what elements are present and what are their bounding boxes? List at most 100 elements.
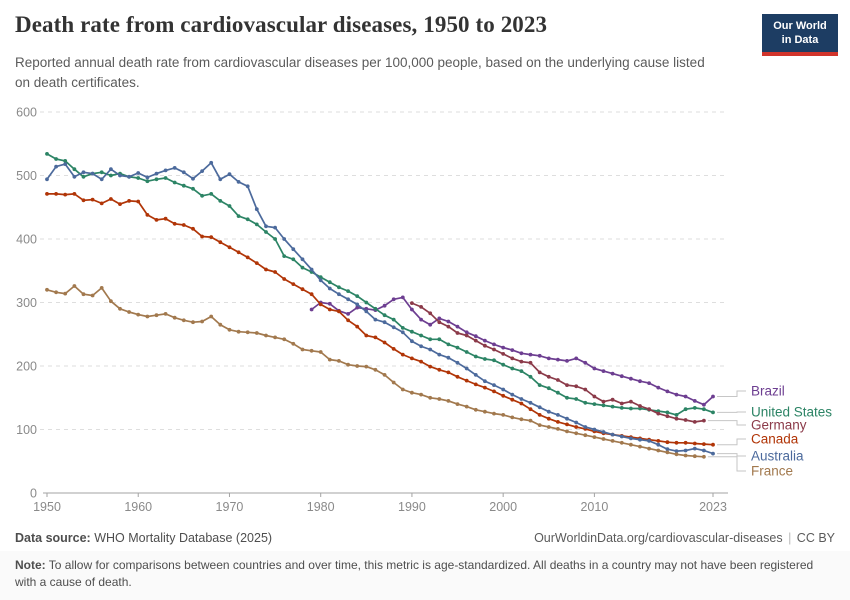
data-point: [610, 439, 615, 443]
data-point: [574, 420, 579, 425]
series-line-united-states[interactable]: [45, 152, 715, 417]
data-source-text: WHO Mortality Database (2025): [94, 531, 273, 545]
data-point: [473, 354, 478, 359]
data-point: [592, 427, 597, 432]
data-point: [337, 359, 341, 363]
legend-label-brazil[interactable]: Brazil: [751, 384, 785, 399]
data-point: [410, 329, 414, 334]
data-point: [674, 449, 679, 453]
data-point: [236, 180, 241, 184]
data-point: [519, 401, 524, 406]
chart-subtitle: Reported annual death rate from cardiova…: [15, 55, 705, 90]
data-point: [419, 305, 423, 309]
legend-label-germany[interactable]: Germany: [751, 418, 807, 433]
data-point: [665, 389, 670, 394]
data-point: [629, 442, 633, 447]
data-point: [72, 192, 77, 196]
series-line-canada[interactable]: [45, 192, 715, 447]
data-point: [601, 369, 606, 373]
data-point: [619, 374, 624, 379]
data-point: [592, 402, 597, 406]
data-point: [464, 333, 469, 338]
data-point: [54, 290, 58, 295]
data-point: [464, 330, 469, 335]
owid-logo-line1: Our World: [773, 20, 827, 32]
data-point: [592, 394, 597, 399]
data-point: [227, 327, 232, 332]
data-point: [473, 373, 478, 377]
data-point: [446, 370, 451, 375]
data-point: [537, 353, 542, 358]
data-point: [382, 340, 387, 345]
legend-label-united-states[interactable]: United States: [751, 405, 832, 420]
data-point: [583, 400, 588, 405]
data-point: [346, 289, 350, 293]
data-point: [501, 352, 506, 356]
data-point: [282, 237, 287, 241]
data-point: [400, 295, 405, 300]
data-point: [656, 439, 661, 443]
legend-label-france[interactable]: France: [751, 464, 793, 479]
data-point: [118, 202, 122, 206]
data-point: [391, 317, 396, 322]
data-point: [519, 369, 524, 373]
data-point: [355, 294, 360, 298]
data-point: [665, 410, 670, 415]
data-point: [629, 406, 633, 411]
data-point: [337, 285, 341, 290]
series-line-brazil[interactable]: [309, 295, 715, 407]
data-point: [428, 395, 433, 400]
legend-label-canada[interactable]: Canada: [751, 432, 799, 447]
data-point: [446, 399, 451, 403]
data-point: [245, 255, 250, 260]
data-source: Data source: WHO Mortality Database (202…: [15, 531, 272, 545]
data-point: [391, 325, 396, 330]
series-line-germany[interactable]: [410, 301, 706, 424]
license-label[interactable]: CC BY: [796, 531, 835, 545]
data-point: [355, 302, 360, 307]
data-point: [145, 179, 150, 184]
data-point: [610, 397, 615, 402]
data-point: [154, 177, 159, 182]
data-point: [483, 357, 487, 361]
owid-url-link[interactable]: OurWorldinData.org/cardiovascular-diseas…: [534, 531, 783, 545]
data-point: [546, 416, 551, 421]
owid-logo: Our World in Data: [762, 14, 838, 56]
data-point: [181, 170, 186, 175]
data-point: [419, 392, 423, 397]
x-tick-label: 1980: [307, 500, 335, 514]
data-point: [455, 331, 460, 335]
data-point: [464, 350, 469, 354]
note-strip: Note: To allow for comparisons between c…: [0, 551, 850, 600]
attribution: OurWorldinData.org/cardiovascular-diseas…: [534, 531, 835, 545]
data-point: [546, 386, 551, 391]
legend-label-australia[interactable]: Australia: [751, 449, 804, 464]
x-tick-label: 2000: [489, 500, 517, 514]
data-point: [437, 352, 442, 357]
data-point: [282, 337, 287, 342]
series-line-australia[interactable]: [45, 160, 715, 456]
data-point: [191, 176, 195, 181]
data-point: [537, 413, 542, 417]
data-point: [145, 175, 150, 180]
data-point: [90, 171, 95, 176]
data-point: [191, 186, 195, 191]
data-point: [291, 282, 296, 286]
data-point: [674, 392, 679, 397]
data-point: [81, 174, 86, 179]
series-line-france[interactable]: [45, 284, 706, 459]
data-point: [546, 374, 551, 379]
data-point: [711, 451, 715, 456]
data-point: [154, 171, 159, 176]
data-point: [428, 337, 433, 342]
data-point: [419, 317, 423, 322]
data-point: [665, 440, 670, 445]
data-point: [656, 448, 661, 453]
data-point: [510, 348, 515, 352]
data-point: [446, 342, 451, 347]
data-point: [565, 429, 569, 434]
data-point: [565, 383, 569, 387]
data-point: [136, 176, 141, 180]
data-point: [209, 160, 214, 165]
